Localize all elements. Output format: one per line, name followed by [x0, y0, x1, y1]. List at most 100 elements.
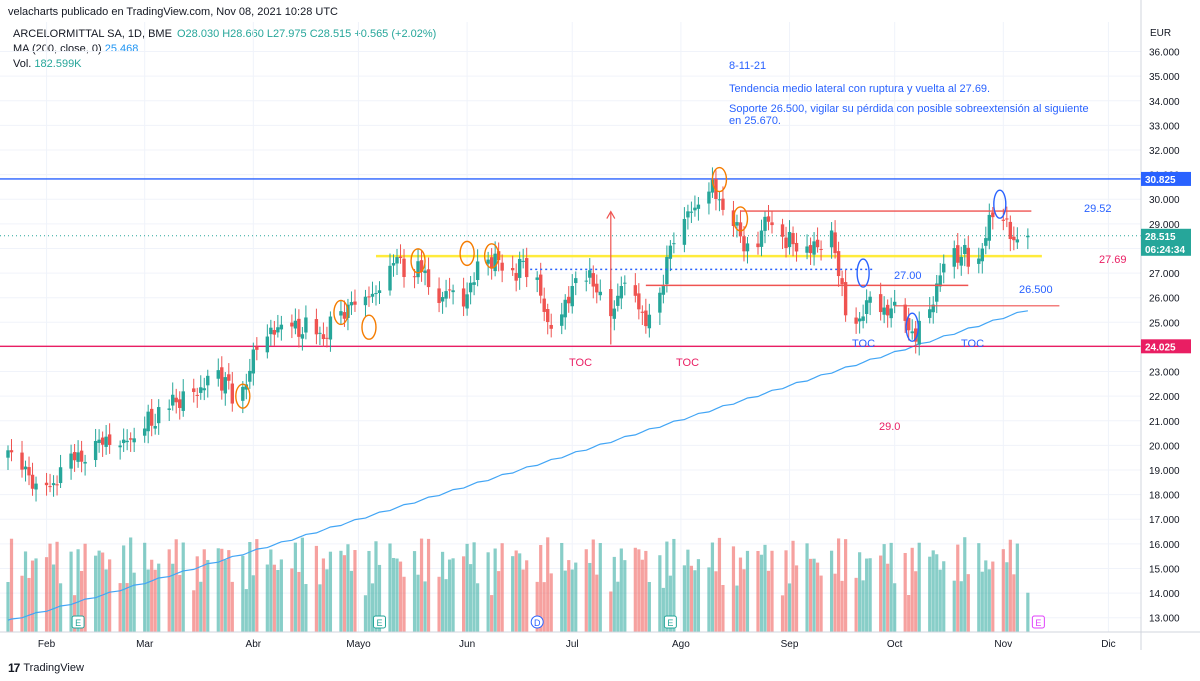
tradingview-logo-icon: 17: [8, 661, 20, 675]
volume-bar: [79, 570, 84, 632]
candle-body: [174, 397, 178, 403]
volume-bar: [584, 549, 588, 632]
candle-body: [374, 293, 378, 295]
candle-body: [412, 276, 417, 278]
price-axis-panel: [1141, 0, 1200, 650]
candle-body: [276, 327, 280, 333]
candle-body: [227, 374, 231, 381]
volume-bar: [272, 564, 276, 632]
candle-body: [118, 445, 122, 448]
volume-bar: [812, 558, 816, 632]
candle-body: [696, 204, 701, 209]
candle-body: [104, 436, 108, 447]
candle-body: [903, 304, 907, 321]
candle-body: [202, 388, 206, 391]
candle-body: [745, 243, 750, 252]
price-tick-label: 36.000: [1149, 48, 1180, 59]
volume-bar: [30, 560, 35, 632]
candle-body: [524, 258, 529, 278]
candle-body: [763, 216, 767, 231]
volume-bar: [735, 585, 739, 632]
symbol-label: ARCELORMITTAL SA, 1D, BME: [13, 28, 172, 40]
price-label-box: [1141, 241, 1191, 256]
candle-body: [514, 272, 518, 281]
volume-bar: [476, 583, 480, 632]
candle-body: [693, 207, 697, 211]
time-tick-label: Oct: [887, 639, 903, 650]
volume-bar: [637, 549, 641, 632]
moving-average: [7, 310, 1028, 621]
price-tick-label: 33.000: [1149, 121, 1180, 132]
volume-bar: [525, 560, 529, 632]
candle-body: [598, 291, 602, 296]
volume-bar: [791, 540, 795, 632]
candle-body: [251, 349, 256, 374]
price-tick-label: 21.000: [1149, 417, 1180, 428]
candle-body: [647, 314, 652, 329]
volume-bar: [882, 544, 886, 632]
candle-body: [710, 179, 715, 193]
candle-body: [223, 377, 227, 394]
volume-bar: [756, 550, 760, 632]
earnings-marker-icon: [372, 615, 386, 629]
highlight-ellipse-blue: [905, 312, 919, 342]
candle-body: [878, 294, 883, 313]
candle-body: [167, 408, 171, 410]
volume-bar: [837, 538, 841, 632]
tradingview-logo-text: TradingView: [23, 662, 84, 674]
volume-bar: [1015, 543, 1019, 632]
candle-body: [619, 286, 624, 299]
earnings-marker-icon: [1031, 615, 1045, 629]
volume-bar: [640, 559, 644, 632]
candle-body: [265, 336, 270, 353]
candle-body: [787, 231, 792, 248]
volume-bar: [118, 583, 122, 632]
volume-bar: [374, 541, 378, 632]
volume-bar: [108, 559, 112, 632]
candle-body: [595, 283, 599, 293]
candle-body: [612, 308, 617, 319]
volume-bar: [829, 550, 834, 632]
volume-bar: [276, 569, 280, 632]
volume-bar: [518, 553, 522, 632]
volume-label: Vol.: [13, 58, 32, 70]
candle-body: [181, 391, 185, 411]
volume-bar: [784, 550, 788, 632]
candle-body: [244, 384, 249, 390]
volume-bar: [1012, 574, 1016, 632]
candle-body: [539, 274, 543, 296]
volume-bar: [279, 559, 283, 632]
candle-body: [149, 408, 154, 426]
candle-body: [819, 248, 823, 250]
volume-bar: [423, 581, 427, 632]
volume-bar: [206, 559, 210, 632]
volume-bar: [521, 569, 525, 632]
candle-body: [272, 329, 277, 335]
candle-body: [1012, 236, 1016, 241]
highlight-ellipse-blue: [993, 189, 1007, 219]
highlight-ellipse: [711, 166, 728, 193]
volume-bar: [717, 537, 722, 632]
candle-body: [682, 218, 687, 245]
candle-body: [717, 199, 722, 201]
volume-bar: [395, 558, 399, 632]
candle-body: [1008, 221, 1013, 240]
volume-bar: [500, 543, 504, 632]
currency-label: EUR: [1150, 28, 1171, 39]
candle-body: [794, 242, 799, 252]
volume-bar: [542, 582, 546, 632]
candle-body: [707, 191, 711, 204]
candle-body: [836, 251, 841, 277]
candle-body: [342, 312, 347, 319]
volume-bar: [146, 569, 150, 632]
volume-bar: [469, 564, 473, 632]
highlight-ellipse: [333, 299, 349, 326]
price-label-text: 06:24:34: [1145, 245, 1185, 256]
volume-bar: [984, 560, 988, 632]
volume-bar: [780, 595, 785, 632]
volume-bar: [574, 562, 578, 632]
candle-body: [195, 394, 199, 396]
volume-bar: [363, 595, 368, 632]
